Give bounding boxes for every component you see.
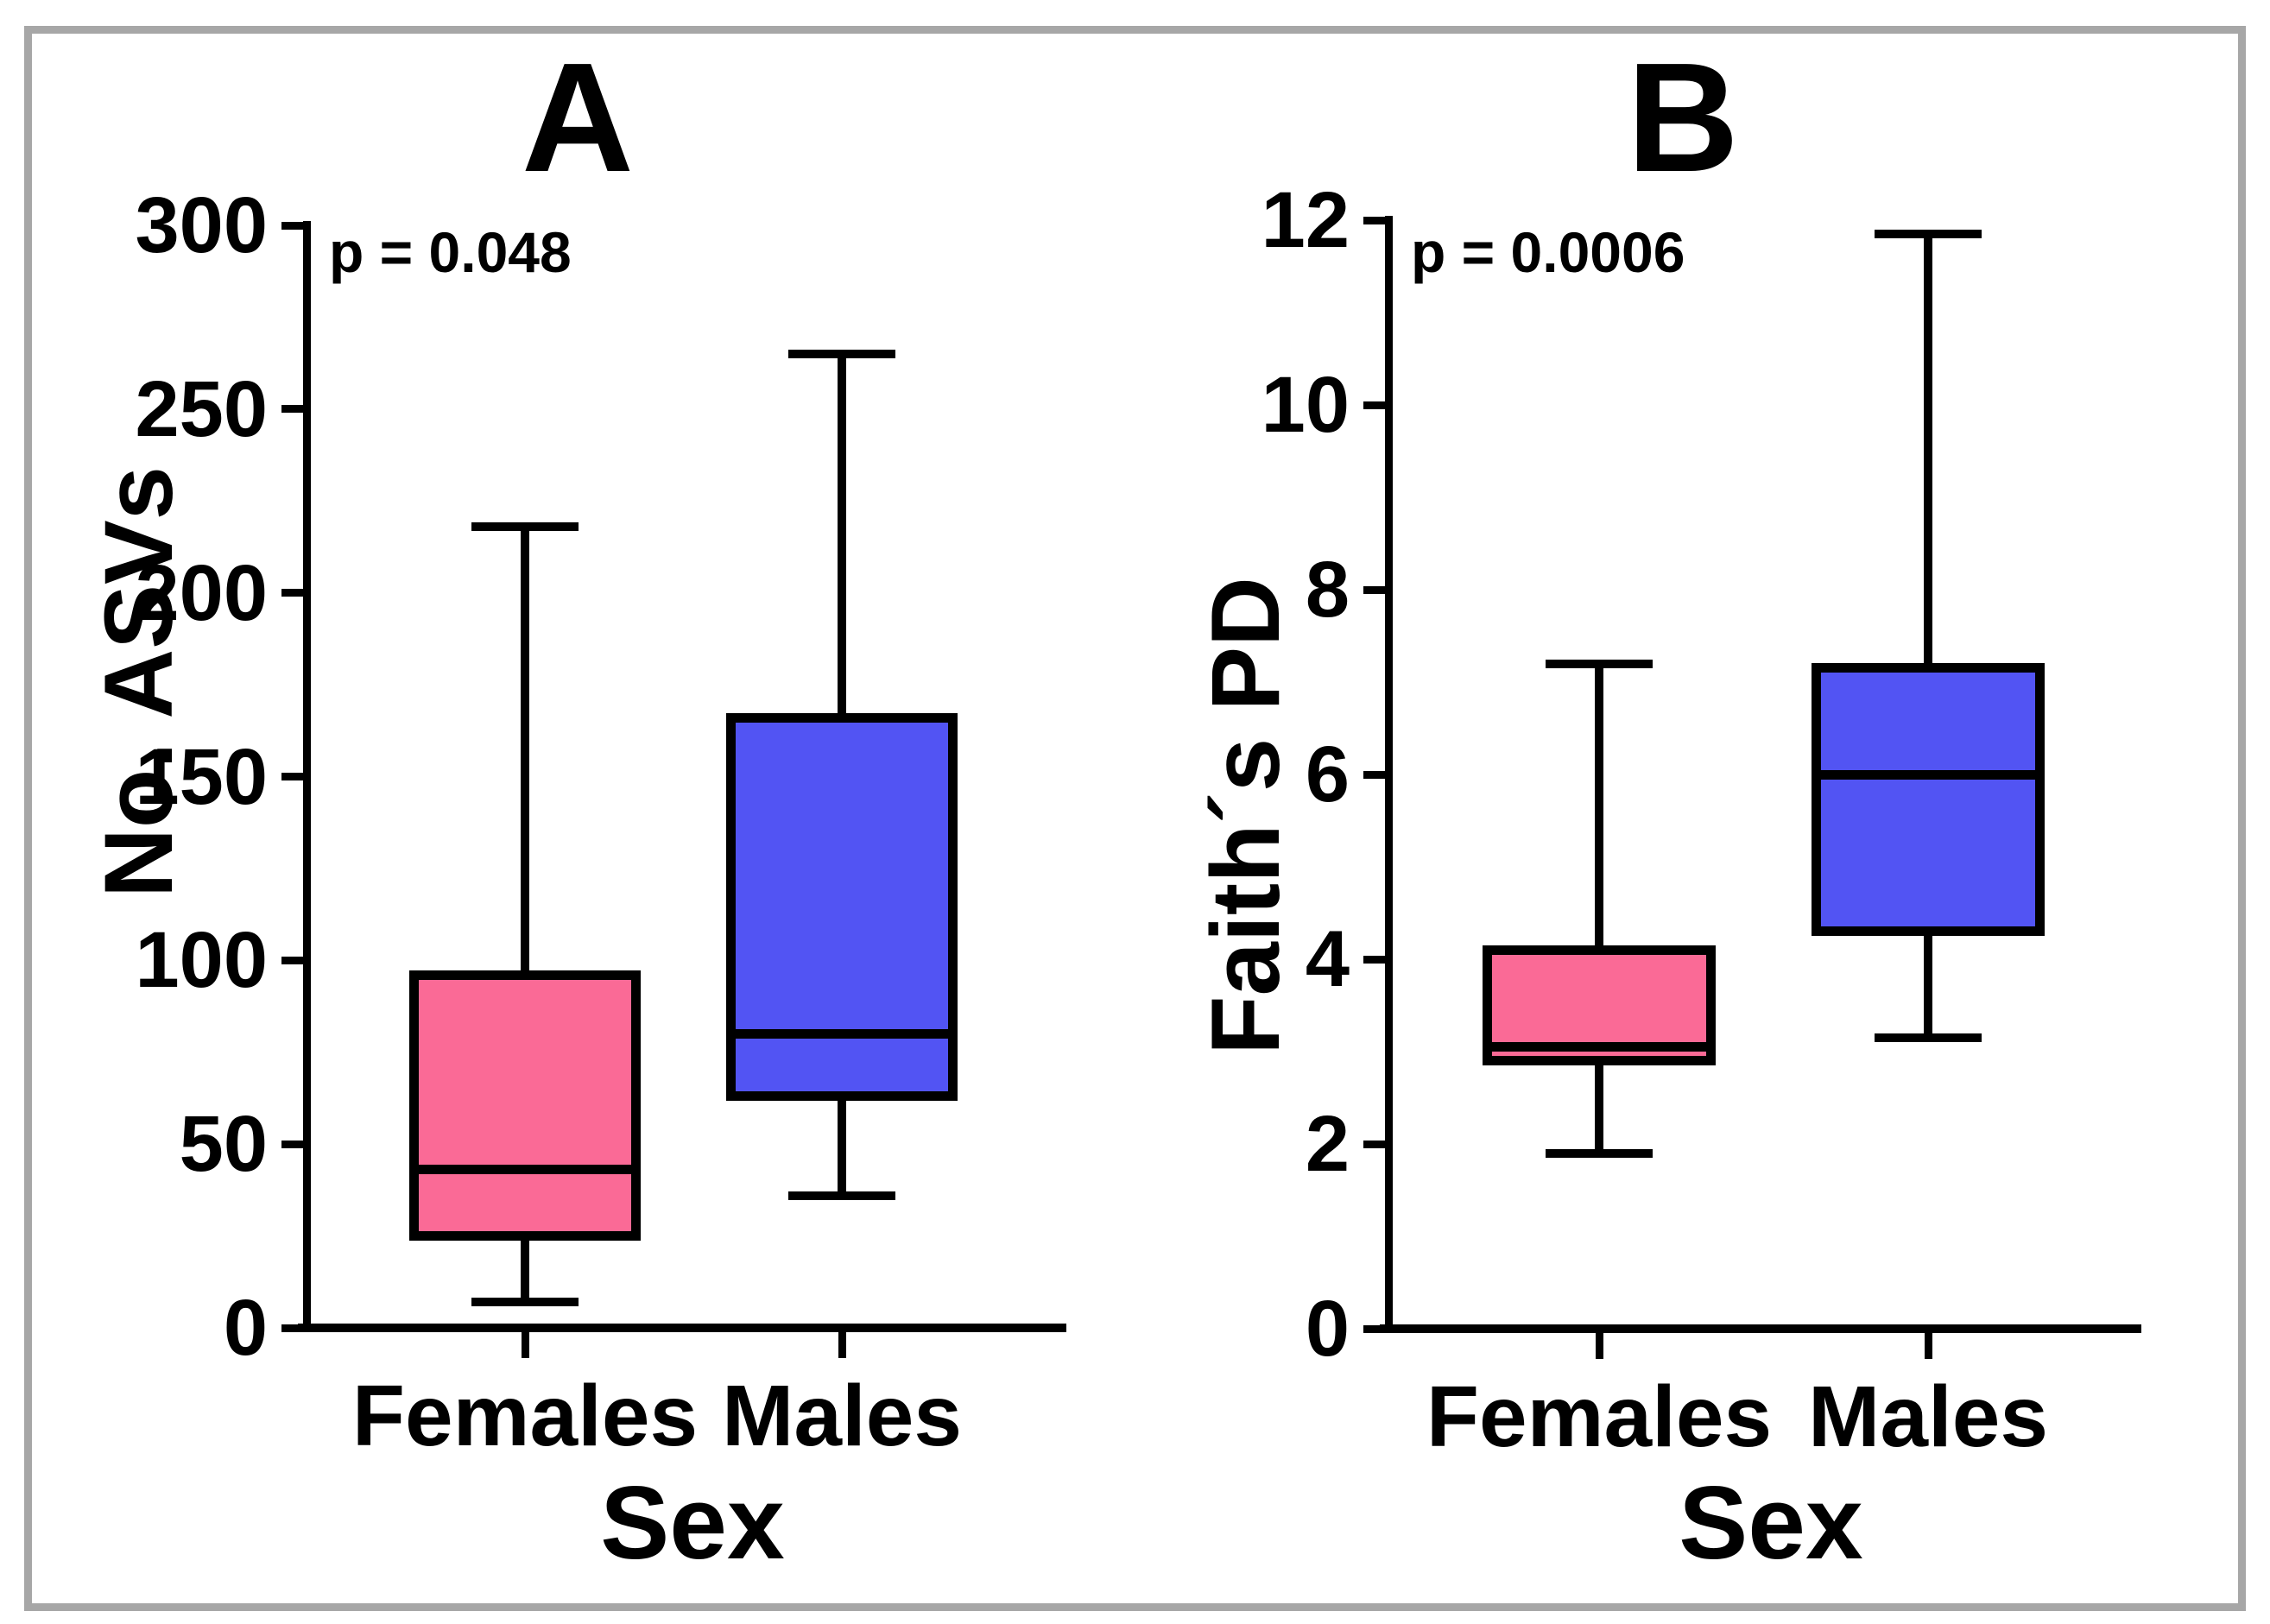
panel-a-y-axis-title: No. ASVs xyxy=(85,466,193,898)
y-tick-label: 4 xyxy=(1305,915,1350,1003)
y-tick xyxy=(1363,401,1385,409)
whisker-cap-max xyxy=(1875,230,1982,238)
whisker-cap-max xyxy=(471,522,579,531)
category-label: Females xyxy=(1426,1368,1773,1465)
y-tick-label: 2 xyxy=(1305,1100,1350,1188)
y-tick-label: 0 xyxy=(223,1284,268,1372)
whisker-stem xyxy=(1924,234,1932,1038)
whisker-cap-min xyxy=(1875,1033,1982,1042)
y-tick xyxy=(281,589,303,597)
panel-b-x-axis-title: Sex xyxy=(1679,1465,1863,1581)
box xyxy=(726,713,958,1101)
category-label: Males xyxy=(1808,1368,2048,1465)
y-tick xyxy=(281,222,303,230)
panel-a-letter: A xyxy=(522,31,634,205)
figure-frame: A p = 0.048 No. ASVs Sex 0 50 100 150 200 250… xyxy=(24,26,2246,1611)
y-tick xyxy=(1363,1141,1385,1148)
category-tick xyxy=(1596,1333,1603,1359)
y-tick xyxy=(1363,956,1385,964)
category-tick xyxy=(838,1332,846,1358)
whisker-cap-max xyxy=(788,350,895,358)
y-tick-label: 200 xyxy=(135,549,269,637)
y-axis-line xyxy=(1385,216,1393,1333)
category-tick xyxy=(522,1332,529,1358)
x-axis-line xyxy=(298,1324,1066,1332)
whisker-stem xyxy=(521,527,529,1302)
y-tick-label: 50 xyxy=(179,1100,268,1188)
y-tick xyxy=(1363,1325,1385,1333)
y-tick xyxy=(281,1324,303,1332)
y-tick-label: 8 xyxy=(1305,546,1350,634)
y-tick xyxy=(281,1141,303,1148)
median-line xyxy=(736,1029,948,1039)
panel-b-letter: B xyxy=(1627,31,1739,205)
y-tick xyxy=(281,405,303,413)
panel-a-p-value: p = 0.048 xyxy=(329,220,572,284)
y-tick-label: 12 xyxy=(1261,176,1350,264)
y-tick-label: 10 xyxy=(1261,361,1350,449)
whisker-cap-min xyxy=(788,1191,895,1200)
whisker-cap-max xyxy=(1546,660,1653,668)
median-line xyxy=(419,1165,631,1174)
category-tick xyxy=(1925,1333,1932,1359)
y-tick xyxy=(1363,217,1385,224)
y-tick xyxy=(281,773,303,780)
panel-b-p-value: p = 0.0006 xyxy=(1411,220,1685,284)
y-tick-label: 250 xyxy=(135,365,269,453)
y-tick-label: 100 xyxy=(135,916,269,1004)
y-tick-label: 6 xyxy=(1305,730,1350,818)
panel-a-x-axis-title: Sex xyxy=(600,1465,785,1581)
category-label: Females xyxy=(351,1368,699,1464)
y-tick xyxy=(281,957,303,964)
median-line xyxy=(1492,1042,1706,1052)
box xyxy=(1812,663,2045,936)
y-tick-label: 150 xyxy=(135,733,269,821)
median-line xyxy=(1821,770,2035,780)
y-tick xyxy=(1363,771,1385,779)
box xyxy=(409,970,641,1241)
category-label: Males xyxy=(722,1368,962,1464)
x-axis-line xyxy=(1380,1324,2141,1333)
y-tick-label: 0 xyxy=(1305,1285,1350,1373)
y-tick-label: 300 xyxy=(135,181,269,269)
whisker-stem xyxy=(1595,664,1603,1153)
whisker-cap-min xyxy=(1546,1149,1653,1158)
y-tick xyxy=(1363,586,1385,594)
whisker-cap-min xyxy=(471,1298,579,1306)
y-axis-line xyxy=(303,221,311,1332)
